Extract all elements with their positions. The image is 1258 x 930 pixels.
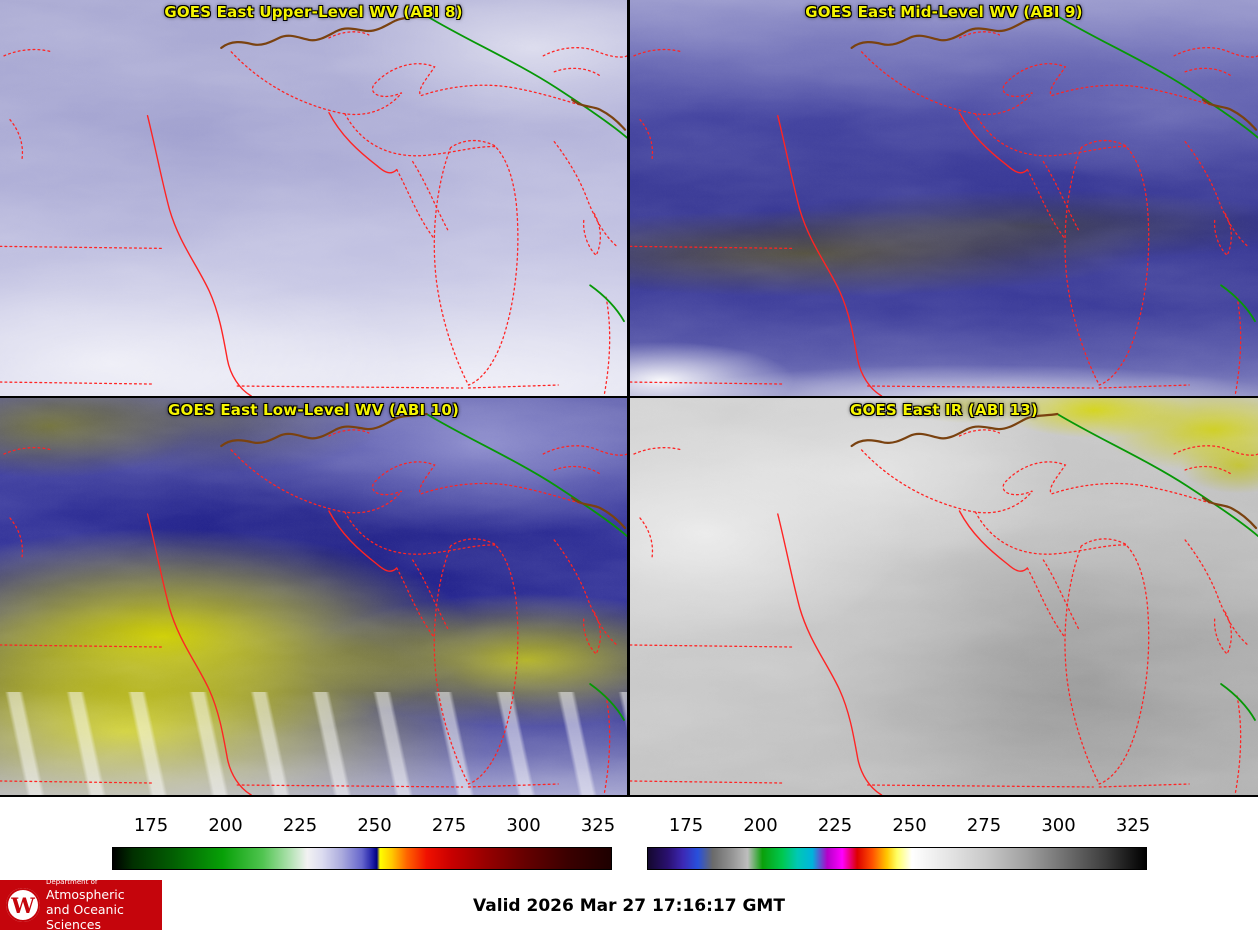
- tick-label: 175: [133, 815, 169, 836]
- colorbar-wv-ticks: 175 200 225 250 275 300 325: [112, 815, 616, 839]
- aos-department-logo: W Department of Atmospheric and Oceanic …: [0, 878, 162, 930]
- tick-label: 300: [506, 815, 541, 836]
- uw-crest-icon: W: [6, 888, 40, 922]
- colorbar-gradient-wv: [112, 847, 612, 870]
- colorbar-ir: 175 200 225 250 275 300 325: [647, 797, 1151, 880]
- logo-line-oceanic-sciences: and Oceanic Sciences: [46, 901, 124, 930]
- panel-title-abi9: GOES East Mid-Level WV (ABI 9): [805, 3, 1083, 21]
- logo-line-atmospheric: Atmospheric: [46, 886, 125, 902]
- logo-line-department-of: Department of: [46, 878, 98, 887]
- map-borders-overlay: [0, 14, 627, 396]
- tick-label: 300: [1041, 815, 1076, 836]
- tick-label: 225: [282, 815, 318, 836]
- tick-label: 275: [966, 815, 1002, 836]
- cloud-texture-overlay: [630, 0, 1258, 396]
- panel-title-abi10: GOES East Low-Level WV (ABI 10): [167, 401, 460, 419]
- tick-label: 200: [743, 815, 778, 836]
- tick-label: 325: [1115, 815, 1151, 836]
- cloud-texture-overlay: [630, 398, 1258, 795]
- panel-grid: GOES East Upper-Level WV (ABI 8) GOES Ea…: [0, 0, 1258, 797]
- colorbar-gradient-ir: [647, 847, 1147, 870]
- tick-label: 325: [580, 815, 616, 836]
- panel-ir: GOES East IR (ABI 13): [630, 398, 1258, 795]
- tick-label: 275: [431, 815, 467, 836]
- panel-title-abi13: GOES East IR (ABI 13): [849, 401, 1038, 419]
- colorbar-wv: 175 200 225 250 275 300 325: [112, 797, 616, 880]
- cloud-texture-overlay: [0, 0, 627, 396]
- panel-upper-level-wv: GOES East Upper-Level WV (ABI 8): [0, 0, 627, 396]
- tick-label: 175: [668, 815, 704, 836]
- panel-mid-level-wv: GOES East Mid-Level WV (ABI 9): [630, 0, 1258, 396]
- panel-title-abi8: GOES East Upper-Level WV (ABI 8): [164, 3, 463, 21]
- colorbar-ir-ticks: 175 200 225 250 275 300 325: [647, 815, 1151, 839]
- colorbar-section: 175 200 225 250 275 300 325 175 200 225 …: [0, 797, 1258, 880]
- footer: W Department of Atmospheric and Oceanic …: [0, 878, 1258, 930]
- cloud-texture-overlay: [0, 398, 627, 795]
- logo-text: Department of Atmospheric and Oceanic Sc…: [46, 878, 156, 930]
- tick-label: 250: [357, 815, 392, 836]
- tick-label: 250: [892, 815, 927, 836]
- map-borders-overlay: [630, 14, 1258, 396]
- map-borders-overlay: [630, 412, 1258, 795]
- tick-label: 200: [208, 815, 243, 836]
- panel-low-level-wv: GOES East Low-Level WV (ABI 10): [0, 398, 627, 795]
- map-borders-overlay: [0, 412, 627, 795]
- valid-time-label: Valid 2026 Mar 27 17:16:17 GMT: [473, 896, 785, 916]
- tick-label: 225: [817, 815, 853, 836]
